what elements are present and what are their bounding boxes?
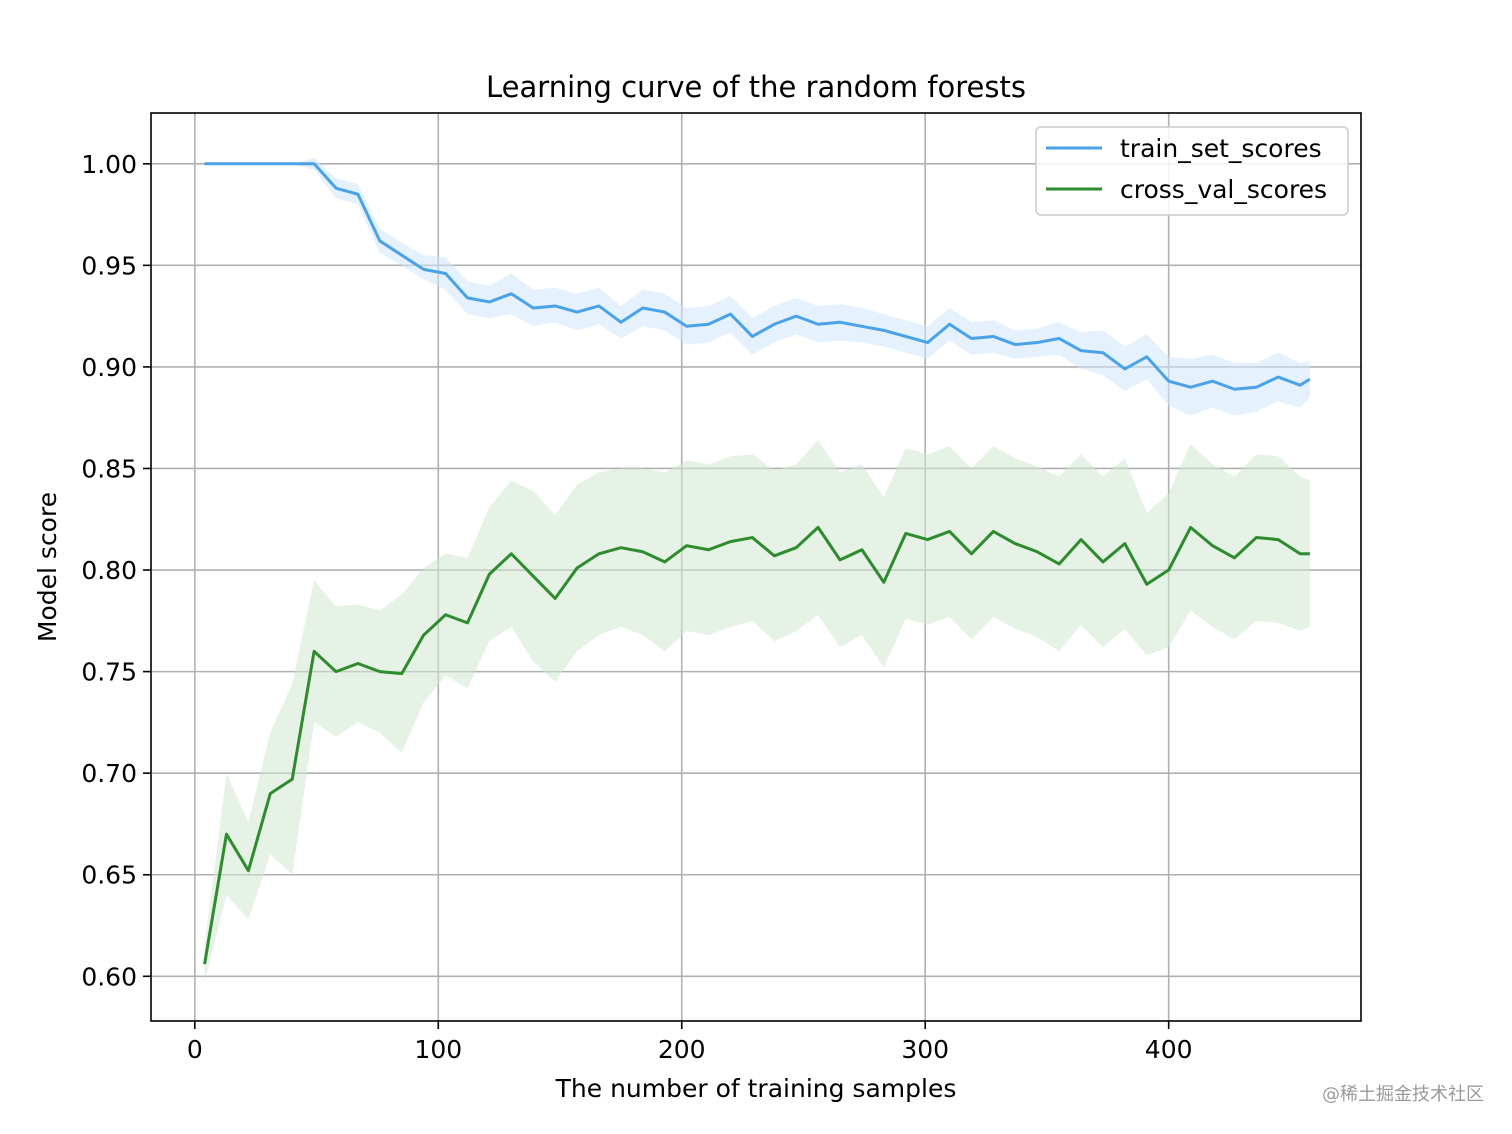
legend-box <box>1035 126 1349 216</box>
x-tick-label: 0 <box>187 1035 203 1064</box>
y-tick-label: 0.70 <box>81 759 137 788</box>
y-tick-label: 0.85 <box>81 454 137 483</box>
y-tick-label: 0.60 <box>81 962 137 991</box>
x-tick-label: 300 <box>901 1035 949 1064</box>
band-train_set_scores <box>204 157 1310 416</box>
y-tick-label: 1.00 <box>81 150 137 179</box>
series-lines <box>203 162 1311 965</box>
y-tick-label: 0.75 <box>81 658 137 687</box>
band-cross_val_scores <box>204 440 1310 983</box>
y-tick-label: 0.65 <box>81 861 137 890</box>
chart-title: Learning curve of the random forests <box>486 70 1026 104</box>
y-tick-label: 0.80 <box>81 556 137 585</box>
confidence-bands <box>204 157 1310 983</box>
watermark-text: @稀土掘金技术社区 <box>1322 1084 1484 1105</box>
y-tick-label: 0.95 <box>81 251 137 280</box>
y-axis-label: Model score <box>33 492 62 642</box>
legend-label-cv: cross_val_scores <box>1120 175 1327 204</box>
line-train_set_scores <box>204 162 1311 391</box>
legend-label-train: train_set_scores <box>1120 134 1322 163</box>
x-tick-label: 100 <box>414 1035 462 1064</box>
legend: train_set_scores cross_val_scores <box>1035 126 1349 216</box>
line-cross_val_scores <box>203 525 1310 965</box>
y-axis-ticks: 0.60 0.65 0.70 0.75 0.80 0.85 0.90 0.95 1.00 <box>81 150 151 991</box>
x-axis-label: The number of training samples <box>555 1074 957 1103</box>
y-tick-label: 0.90 <box>81 353 137 382</box>
x-tick-label: 200 <box>658 1035 706 1064</box>
x-tick-label: 400 <box>1145 1035 1193 1064</box>
plot-frame <box>150 112 1362 1022</box>
x-axis-ticks: 0 100 200 300 400 <box>187 1021 1193 1064</box>
